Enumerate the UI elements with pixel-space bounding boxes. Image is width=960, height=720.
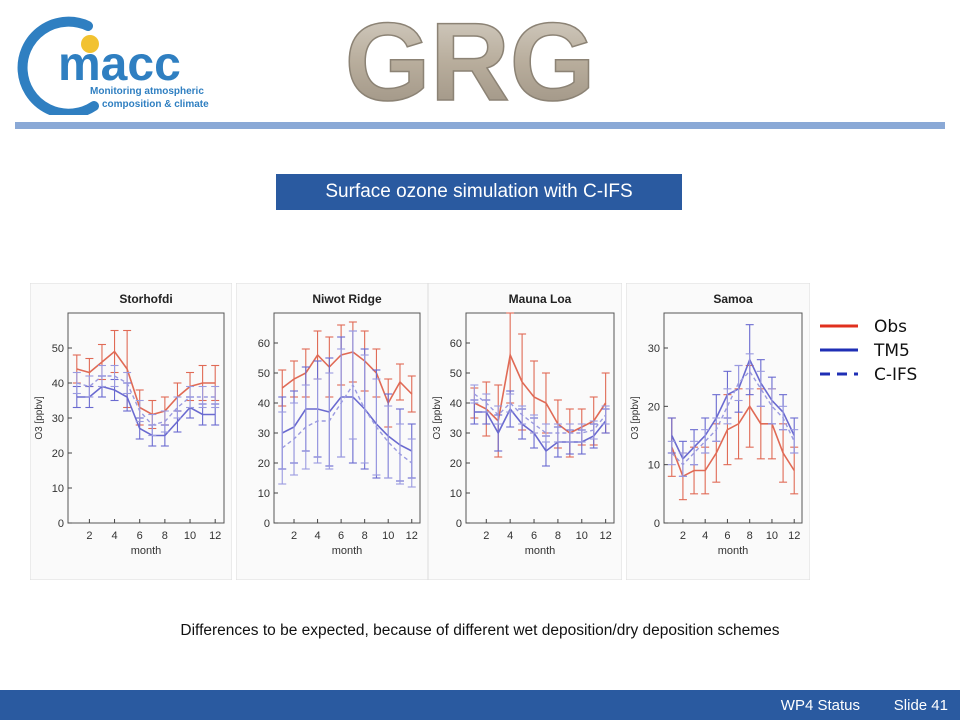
footer-status: WP4 Status xyxy=(780,697,860,714)
header-rule xyxy=(15,122,945,129)
chart-samoa: Samoa 0 10 20 30 2 4 6 8 10 12 month O3 [ppbv] xyxy=(626,283,810,580)
samoa-tm5-line xyxy=(671,357,795,461)
niwot-ridge-xtick-label: 10 xyxy=(382,530,394,542)
chart-mauna-loa: Mauna Loa 0 10 20 30 40 50 60 2 4 6 8 10 12 month O3 [p… xyxy=(428,283,622,580)
mauna-loa-xlabel: month xyxy=(525,545,556,557)
mauna-loa-ytick-label: 20 xyxy=(450,458,462,470)
niwot-ridge-plot-frame xyxy=(273,312,421,524)
mauna-loa-c-ifs-line xyxy=(473,393,607,434)
samoa-ylabel: O3 [ppbv] xyxy=(630,396,641,440)
storhofdi-xlabel: month xyxy=(131,545,162,557)
slide-number: Slide 41 xyxy=(893,697,948,714)
mauna-loa-obs-line xyxy=(474,352,607,434)
logo-wordmark: macc xyxy=(58,38,181,91)
samoa-xtick-label: 2 xyxy=(680,530,686,542)
mauna-loa-ytick-label: 60 xyxy=(450,338,462,350)
mauna-loa-xtick-label: 12 xyxy=(600,530,612,542)
samoa-xtick-label: 6 xyxy=(724,530,730,542)
storhofdi-ytick-label: 0 xyxy=(58,518,64,530)
storhofdi-xtick-label: 6 xyxy=(137,530,143,542)
niwot-ridge-ytick-label: 40 xyxy=(258,398,270,410)
samoa-xtick-label: 12 xyxy=(788,530,800,542)
storhofdi-xtick-label: 4 xyxy=(111,530,117,542)
samoa-ytick-label: 10 xyxy=(648,460,660,472)
niwot-ridge-ytick-label: 20 xyxy=(258,458,270,470)
niwot-ridge-xtick-label: 6 xyxy=(338,530,344,542)
mauna-loa-ylabel: O3 [ppbv] xyxy=(432,396,443,440)
mauna-loa-ytick-label: 0 xyxy=(456,518,462,530)
mauna-loa-plot-frame xyxy=(465,312,615,524)
storhofdi-c-ifs-line xyxy=(76,375,216,426)
storhofdi-ylabel: O3 [ppbv] xyxy=(34,396,45,440)
slide-title: Surface ozone simulation with C-IFS xyxy=(276,174,682,210)
mauna-loa-panel xyxy=(428,283,622,580)
legend-label-tm5: TM5 xyxy=(873,341,910,361)
niwot-ridge-obs-line xyxy=(281,351,413,405)
mauna-loa-ytick-label: 40 xyxy=(450,398,462,410)
storhofdi-ytick-label: 20 xyxy=(52,448,64,460)
chart-niwot-ridge: Niwot Ridge 0 10 20 30 40 50 60 2 4 6 8 10 12 month xyxy=(236,283,428,580)
niwot-ridge-ytick-label: 10 xyxy=(258,488,270,500)
storhofdi-xtick-label: 2 xyxy=(86,530,92,542)
samoa-xtick-label: 10 xyxy=(766,530,778,542)
macc-logo: macc Monitoring atmospheric composition … xyxy=(17,16,209,115)
samoa-ytick-label: 30 xyxy=(648,343,660,355)
storhofdi-ytick-label: 40 xyxy=(52,378,64,390)
samoa-xlabel: month xyxy=(718,545,749,557)
samoa-plot-frame xyxy=(663,312,803,524)
storhofdi-obs-line xyxy=(76,350,216,416)
samoa-c-ifs-line xyxy=(671,370,795,466)
mauna-loa-xtick-label: 6 xyxy=(531,530,537,542)
samoa-xtick-label: 4 xyxy=(702,530,708,542)
legend-label-obs: Obs xyxy=(874,317,907,337)
niwot-ridge-xtick-label: 2 xyxy=(291,530,297,542)
samoa-ytick-label: 0 xyxy=(654,518,660,530)
storhofdi-xtick-label: 12 xyxy=(209,530,221,542)
footer-bar: WP4 Status Slide 41 xyxy=(0,690,960,720)
storhofdi-panel xyxy=(30,283,232,580)
niwot-ridge-tm5-line xyxy=(281,396,413,452)
storhofdi-xtick-label: 10 xyxy=(184,530,196,542)
storhofdi-ytick-label: 50 xyxy=(52,343,64,355)
niwot-ridge-ytick-label: 50 xyxy=(258,368,270,380)
niwot-ridge-panel xyxy=(236,283,428,580)
mauna-loa-xtick-label: 2 xyxy=(483,530,489,542)
niwot-ridge-c-ifs-line xyxy=(281,383,413,464)
grg-text: GRG xyxy=(345,8,596,108)
mauna-loa-ytick-label: 50 xyxy=(450,368,462,380)
niwot-ridge-ytick-label: 30 xyxy=(258,428,270,440)
storhofdi-xtick-label: 8 xyxy=(162,530,168,542)
chart-legend: Obs TM5 C-IFS xyxy=(820,317,917,385)
mauna-loa-ytick-label: 30 xyxy=(450,428,462,440)
samoa-obs-line xyxy=(671,404,795,478)
storhofdi-tm5-line xyxy=(76,385,216,437)
mauna-loa-title: Mauna Loa xyxy=(509,292,572,306)
mauna-loa-xtick-label: 10 xyxy=(576,530,588,542)
niwot-ridge-ytick-label: 60 xyxy=(258,338,270,350)
storhofdi-title: Storhofdi xyxy=(119,292,172,306)
mauna-loa-tm5-line xyxy=(474,407,607,453)
grg-banner: GRG xyxy=(344,8,596,108)
niwot-ridge-xtick-label: 4 xyxy=(315,530,321,542)
niwot-ridge-xlabel: month xyxy=(332,545,363,557)
logo-tagline-1: Monitoring atmospheric xyxy=(90,86,204,97)
mauna-loa-ytick-label: 10 xyxy=(450,488,462,500)
mauna-loa-xtick-label: 8 xyxy=(555,530,561,542)
samoa-xtick-label: 8 xyxy=(747,530,753,542)
samoa-title: Samoa xyxy=(713,292,753,306)
storhofdi-ytick-label: 30 xyxy=(52,413,64,425)
niwot-ridge-ytick-label: 0 xyxy=(264,518,270,530)
mauna-loa-xtick-label: 4 xyxy=(507,530,513,542)
samoa-panel xyxy=(626,283,810,580)
niwot-ridge-xtick-label: 8 xyxy=(362,530,368,542)
caption: Differences to be expected, because of d… xyxy=(180,622,780,639)
logo-tagline-2: composition & climate xyxy=(102,99,209,110)
chart-storhofdi: Storhofdi 0 10 20 30 40 50 2 4 6 8 10 12 month O3 [ppb… xyxy=(30,283,232,580)
niwot-ridge-title: Niwot Ridge xyxy=(312,292,382,306)
niwot-ridge-xtick-label: 12 xyxy=(406,530,418,542)
samoa-ytick-label: 20 xyxy=(648,401,660,413)
storhofdi-ytick-label: 10 xyxy=(52,483,64,495)
legend-label-c-ifs: C-IFS xyxy=(874,365,917,385)
